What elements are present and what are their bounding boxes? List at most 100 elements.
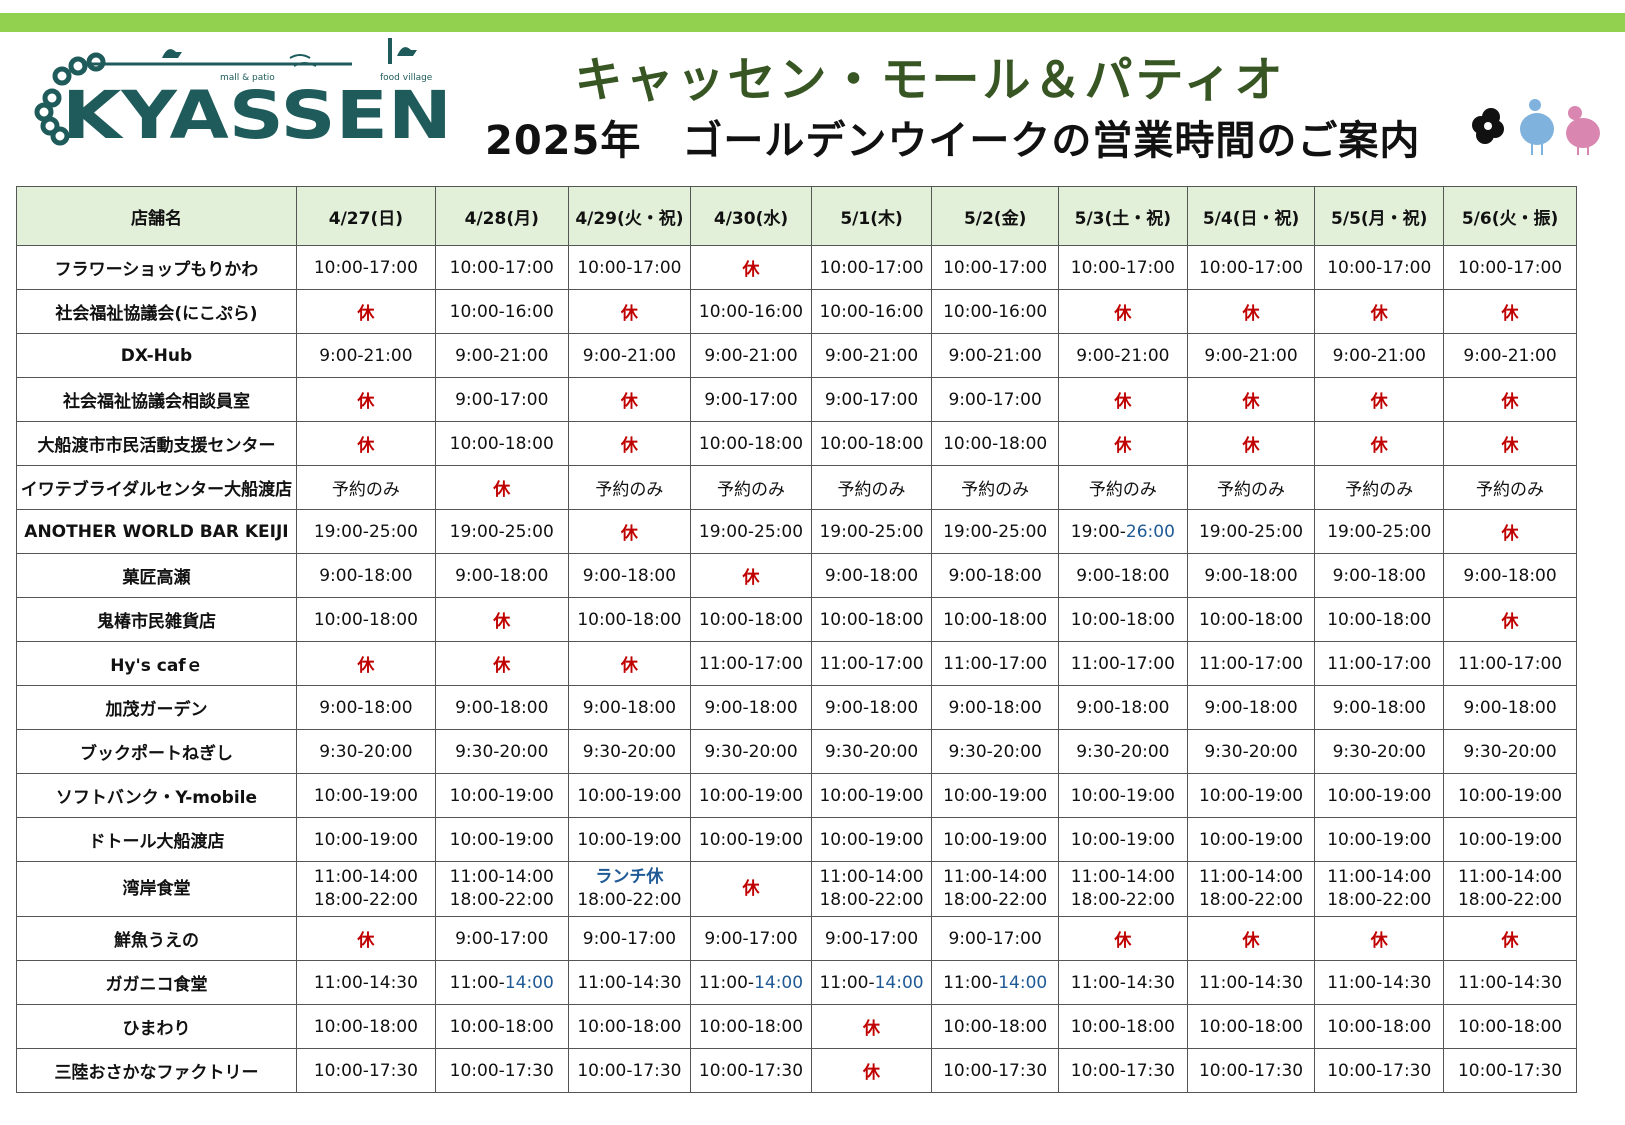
hours-cell: 10:00-19:00 (931, 773, 1059, 818)
closed-label: 休 (1370, 392, 1388, 412)
hours-cell: 10:00-18:00 (1057, 597, 1188, 642)
column-header-date: 4/30(水) (690, 186, 812, 246)
hours-cell: 10:00-17:00 (295, 245, 436, 290)
hours-text: 19:00-25:00 (313, 521, 418, 542)
hours-cell: 9:00-17:00 (567, 916, 692, 961)
closed-label: 休 (863, 1019, 881, 1039)
hours-cell: 9:00-21:00 (1186, 333, 1316, 378)
hours-line: 11:00-14:00 (1327, 867, 1432, 887)
hours-text: 9:30-20:00 (1204, 741, 1298, 762)
hours-text: 9:00-18:00 (455, 697, 549, 718)
logo-wordmark: KYASSEN (62, 77, 452, 148)
hours-text: 9:00-18:00 (1463, 565, 1557, 586)
hours-text: 予約のみ (837, 480, 906, 500)
hours-cell: 10:00-17:30 (434, 1048, 569, 1093)
hours-text: 9:00-21:00 (704, 345, 798, 366)
hours-cell: 10:00-18:00 (295, 597, 436, 642)
table-row: ドトール大船渡店 10:00-19:00 10:00-19:00 10:00-19:0… (16, 817, 1577, 862)
hours-text: 9:00-21:00 (455, 345, 549, 366)
store-name-cell: ブックポートねぎし (16, 729, 297, 774)
hours-text: 9:00-21:00 (1463, 345, 1557, 366)
hours-text: 予約のみ (961, 480, 1030, 500)
hours-cell: 休 (690, 861, 812, 917)
hours-text: 10:00-18:00 (313, 609, 418, 630)
hours-cell: 休 (295, 289, 436, 334)
hours-cell: 11:00-14:00 (810, 960, 933, 1005)
hours-cell: 10:00-19:00 (810, 817, 933, 862)
hours-text: 11:00-17:00 (1327, 653, 1432, 674)
closed-label: 休 (493, 612, 511, 632)
hours-text: 9:00-18:00 (1463, 697, 1557, 718)
hours-cell: 19:00-25:00 (931, 509, 1059, 554)
closed-label: 休 (1501, 524, 1519, 544)
hours-text: 11:00-17:00 (943, 653, 1048, 674)
store-name-cell: DX-Hub (16, 333, 297, 378)
store-name-cell: Hy's cafｅ (16, 641, 297, 686)
hours-text: 9:00-17:00 (582, 928, 677, 949)
hours-text: 11:00-14:30 (1198, 972, 1304, 993)
hours-cell: 10:00-18:00 (295, 1004, 436, 1049)
hours-cell: 9:00-18:00 (567, 685, 692, 730)
hours-cell: 9:00-18:00 (295, 685, 436, 730)
store-name-cell: 鬼椿市民雑貨店 (16, 597, 297, 642)
hours-line: 11:00-14:00 (1198, 867, 1304, 887)
hours-cell: 予約のみ (1057, 465, 1188, 510)
closed-label: 休 (357, 392, 375, 412)
hours-text: 9:00-18:00 (824, 697, 919, 718)
hours-text: 9:00-17:00 (824, 389, 919, 410)
hours-cell: 9:00-18:00 (1057, 685, 1188, 730)
hours-text: 9:30-20:00 (948, 741, 1042, 762)
hours-text: 10:00-19:00 (819, 785, 924, 806)
hours-cell: 11:00-14:30 (1443, 960, 1577, 1005)
closed-label: 休 (620, 392, 638, 412)
closed-label: 休 (620, 524, 638, 544)
hours-text: 予約のみ (716, 480, 785, 500)
store-name-cell: 湾岸食堂 (16, 861, 297, 917)
hours-cell: 9:30-20:00 (690, 729, 812, 774)
hours-text: 9:30-20:00 (582, 741, 677, 762)
hours-cell: 予約のみ (1186, 465, 1316, 510)
hours-cell: 9:00-21:00 (567, 333, 692, 378)
hours-cell: 休 (690, 245, 812, 290)
hours-cell: 10:00-19:00 (567, 773, 692, 818)
hours-text: 9:00-21:00 (1076, 345, 1170, 366)
hours-cell: 11:00-17:00 (1057, 641, 1188, 686)
store-name-cell: ソフトバンク・Y-mobile (16, 773, 297, 818)
hours-cell: 10:00-19:00 (1443, 817, 1577, 862)
hours-text: 10:00-18:00 (698, 1016, 804, 1037)
hours-text: 9:00-18:00 (948, 565, 1042, 586)
page-subtitle: 2025年 ゴールデンウイークの営業時間のご案内 (485, 118, 1421, 164)
hours-cell: 10:00-19:00 (434, 773, 569, 818)
hours-cell: 10:00-18:00 (690, 1004, 812, 1049)
hours-cell: 休 (434, 641, 569, 686)
hours-cell: 19:00-25:00 (1314, 509, 1445, 554)
column-header-date: 5/5(月・祝) (1314, 186, 1445, 246)
hours-cell: 19:00-25:00 (295, 509, 436, 554)
hours-cell: 10:00-19:00 (1186, 773, 1316, 818)
hours-cell: 休 (1443, 377, 1577, 422)
hours-text: 9:00-18:00 (319, 697, 413, 718)
hours-cell: 予約のみ (1314, 465, 1445, 510)
business-hours-table: 店舗名 4/27(日) 4/28(月) 4/29(火・祝) 4/30(水) 5/1(木) 5… (16, 186, 1577, 1093)
hours-text: 10:00-17:00 (449, 257, 554, 278)
hours-cell: 10:00-19:00 (1314, 773, 1445, 818)
hours-cell: 9:00-21:00 (434, 333, 569, 378)
closed-label: 休 (620, 304, 638, 324)
column-header-date: 4/28(月) (434, 186, 569, 246)
hours-cell: 11:00-14:00 18:00-22:00 (1314, 861, 1445, 917)
hours-text: 10:00-17:30 (1198, 1060, 1304, 1081)
hours-text: 9:00-17:00 (455, 389, 549, 410)
hours-cell: 10:00-17:30 (567, 1048, 692, 1093)
hours-cell: 予約のみ (295, 465, 436, 510)
closed-label: 休 (863, 1063, 881, 1083)
hours-text: 10:00-19:00 (577, 829, 682, 850)
hours-line: 18:00-22:00 (313, 890, 418, 910)
hours-cell: 9:30-20:00 (295, 729, 436, 774)
closed-label: 休 (1501, 304, 1519, 324)
hours-cell: 11:00-14:00 18:00-22:00 (1057, 861, 1188, 917)
hours-cell: 10:00-17:30 (1186, 1048, 1316, 1093)
hours-cell: 19:00-25:00 (434, 509, 569, 554)
hours-cell: 9:00-17:00 (690, 916, 812, 961)
hours-start: 11:00- (698, 972, 755, 993)
hours-cell: 休 (295, 421, 436, 466)
